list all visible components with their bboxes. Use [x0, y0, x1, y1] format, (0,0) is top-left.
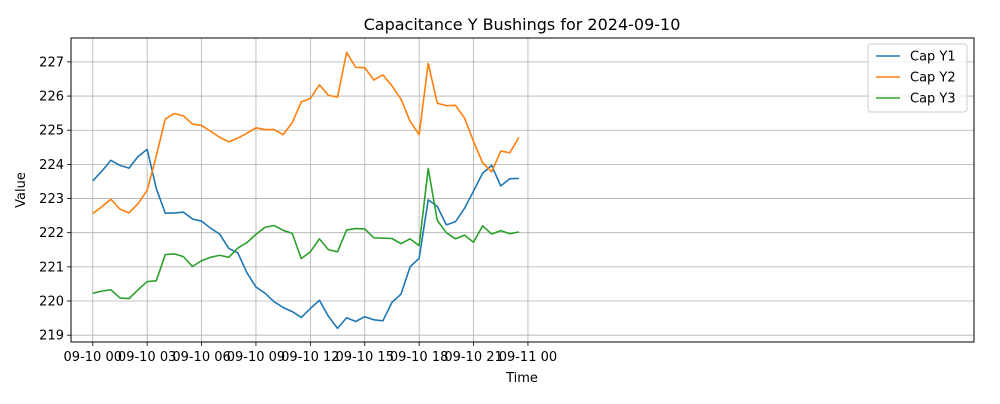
x-tick-label: 09-10 18	[390, 350, 448, 365]
series-line-cap-y3	[92, 167, 520, 300]
x-tick-label: 09-10 06	[172, 350, 230, 365]
y-tick-label: 219	[39, 329, 64, 344]
x-axis-label: Time	[505, 371, 538, 386]
x-tick-label: 09-11 00	[499, 350, 557, 365]
series-line-cap-y1	[92, 148, 519, 330]
legend: Cap Y1 Cap Y2 Cap Y3	[867, 43, 968, 113]
x-tick-label: 09-10 03	[118, 350, 176, 365]
x-tick-label: 09-10 21	[444, 350, 502, 365]
x-tick-label: 09-10 15	[336, 350, 394, 365]
y-tick-label: 227	[39, 55, 64, 70]
y-tick-label: 226	[39, 90, 64, 105]
grid-lines	[71, 38, 974, 342]
x-tick-label: 09-10 00	[64, 350, 122, 365]
legend-box	[867, 43, 968, 113]
series-lines	[92, 51, 520, 330]
y-tick-label: 220	[39, 295, 64, 310]
y-tick-label: 222	[39, 226, 64, 241]
y-tick-label: 224	[39, 158, 64, 173]
legend-label-cap-y1: Cap Y1	[910, 50, 956, 65]
y-tick-label: 221	[39, 260, 64, 275]
y-axis-label: Value	[14, 172, 29, 208]
x-tick-label: 09-10 12	[281, 350, 339, 365]
x-tick-label: 09-10 09	[227, 350, 285, 365]
legend-label-cap-y3: Cap Y3	[910, 92, 956, 107]
series-line-cap-y2	[92, 51, 520, 215]
y-tick-label: 223	[39, 192, 64, 207]
y-axis-ticks: 219 220 221 222 223 224 225 226 227	[39, 55, 71, 344]
legend-label-cap-y2: Cap Y2	[910, 71, 956, 86]
plot-frame	[70, 37, 975, 343]
chart-title: Capacitance Y Bushings for 2024-09-10	[364, 15, 681, 34]
y-tick-label: 225	[39, 124, 64, 139]
